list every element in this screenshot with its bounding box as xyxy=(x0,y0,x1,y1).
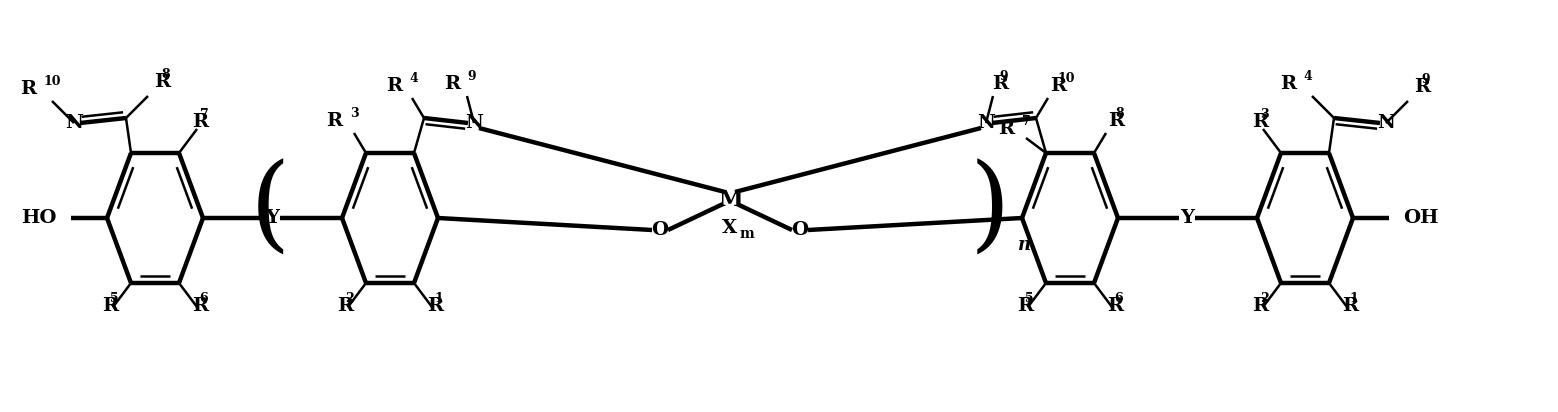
Text: 3: 3 xyxy=(1260,108,1268,121)
Text: 10: 10 xyxy=(44,75,61,88)
Text: 1: 1 xyxy=(1349,292,1359,305)
Text: R: R xyxy=(326,112,343,130)
Text: OH: OH xyxy=(1404,209,1438,227)
Text: 6: 6 xyxy=(199,292,209,305)
Text: R: R xyxy=(1108,297,1123,315)
Text: 7: 7 xyxy=(199,108,209,121)
Text: R: R xyxy=(101,297,118,315)
Text: Y: Y xyxy=(1181,209,1195,227)
Text: ): ) xyxy=(969,159,1010,261)
Text: R: R xyxy=(192,297,209,315)
Text: 5: 5 xyxy=(1025,292,1033,305)
Text: R: R xyxy=(154,73,170,91)
Text: R: R xyxy=(337,297,354,315)
Text: m: m xyxy=(740,227,754,241)
Text: 9: 9 xyxy=(1000,70,1008,83)
Text: n: n xyxy=(1017,236,1031,254)
Text: 2: 2 xyxy=(1260,292,1268,305)
Text: N: N xyxy=(1377,114,1394,132)
Text: N: N xyxy=(464,114,483,132)
Text: 9: 9 xyxy=(467,70,477,83)
Text: R: R xyxy=(1253,113,1268,131)
Text: R: R xyxy=(444,75,460,93)
Text: 8: 8 xyxy=(162,68,170,81)
Text: O: O xyxy=(651,221,668,239)
Text: 3: 3 xyxy=(349,107,358,120)
Text: 4: 4 xyxy=(1304,70,1312,83)
Text: O: O xyxy=(791,221,809,239)
Text: X: X xyxy=(723,219,737,237)
Text: N: N xyxy=(65,114,83,132)
Text: 6: 6 xyxy=(1114,292,1123,305)
Text: 7: 7 xyxy=(1022,115,1030,128)
Text: 4: 4 xyxy=(410,72,419,85)
Text: R: R xyxy=(1253,297,1268,315)
Text: R: R xyxy=(1050,77,1066,95)
Text: Y: Y xyxy=(265,209,279,227)
Text: 5: 5 xyxy=(109,292,118,305)
Text: R: R xyxy=(192,113,209,131)
Text: R: R xyxy=(1341,297,1359,315)
Text: HO: HO xyxy=(22,209,58,227)
Text: R: R xyxy=(386,77,402,95)
Text: R: R xyxy=(992,75,1008,93)
Text: R: R xyxy=(1279,75,1296,93)
Text: 9: 9 xyxy=(1422,73,1430,86)
Text: R: R xyxy=(1017,297,1033,315)
Text: R: R xyxy=(1108,112,1125,130)
Text: R: R xyxy=(997,120,1014,138)
Text: R: R xyxy=(427,297,442,315)
Text: M: M xyxy=(718,189,742,211)
Text: 1: 1 xyxy=(435,292,444,305)
Text: N: N xyxy=(977,114,996,132)
Text: 8: 8 xyxy=(1116,107,1125,120)
Text: (: ( xyxy=(249,159,290,261)
Text: R: R xyxy=(1415,78,1430,96)
Text: R: R xyxy=(20,80,36,98)
Text: 2: 2 xyxy=(344,292,354,305)
Text: 10: 10 xyxy=(1058,72,1075,85)
